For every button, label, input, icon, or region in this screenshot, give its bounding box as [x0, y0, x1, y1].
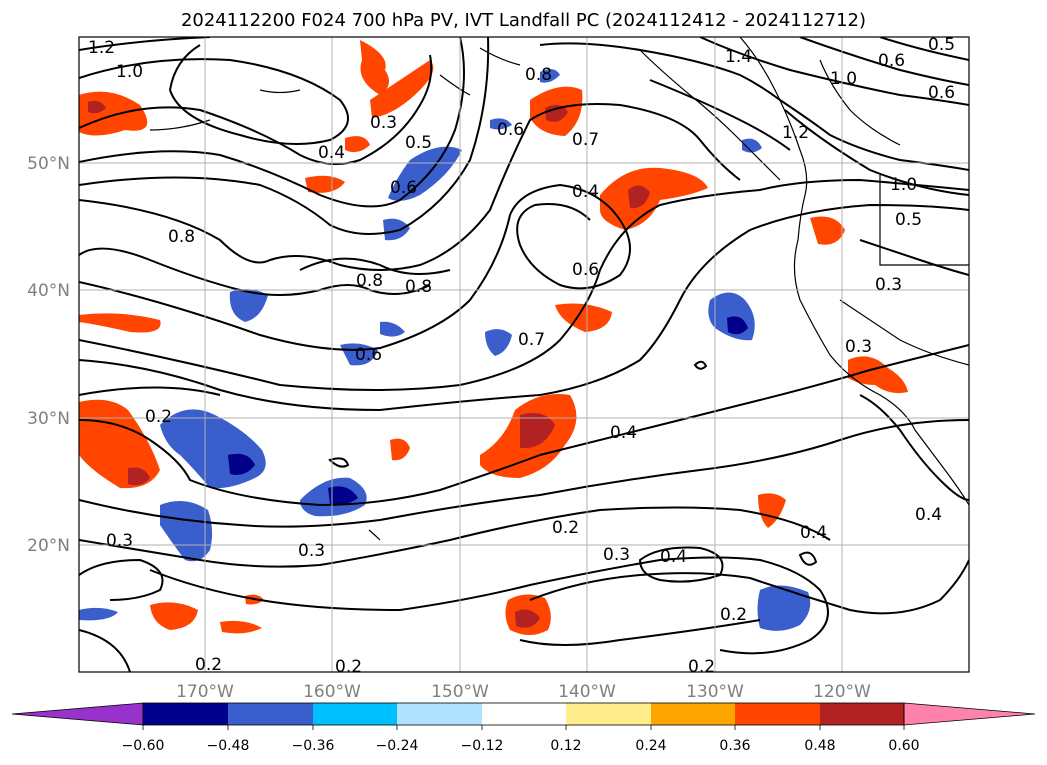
- colorbar-tick: 0.36: [719, 738, 750, 754]
- colorbar-tick: 0.60: [888, 738, 919, 754]
- longitude-labels: 170°W 160°W 150°W 140°W 130°W 120°W: [176, 682, 871, 702]
- contour-label: 0.3: [875, 275, 902, 295]
- contour-label: 0.3: [370, 113, 397, 133]
- contour-label: 1.2: [782, 123, 809, 143]
- map-area: [79, 37, 969, 672]
- contour-label: 0.5: [895, 210, 922, 230]
- contour-label: 0.2: [720, 605, 747, 625]
- map-border: [78, 36, 970, 673]
- contour-label: 1.0: [890, 175, 917, 195]
- contour-label: 1.4: [725, 47, 752, 67]
- contour-label: 0.7: [518, 330, 545, 350]
- contour-label: 0.3: [603, 545, 630, 565]
- colorbar-tick: −0.12: [461, 738, 504, 754]
- graticule: [79, 37, 969, 672]
- contour-label: 0.2: [195, 655, 222, 675]
- negative-anomaly-shading: [79, 69, 811, 631]
- contour-label: 0.5: [405, 133, 432, 153]
- contour-label: 0.8: [168, 227, 195, 247]
- contour-label: 0.7: [572, 130, 599, 150]
- contour-label: 0.4: [572, 182, 599, 202]
- latitude-labels: 50°N 40°N 30°N 20°N: [27, 154, 70, 556]
- contour-label: 0.4: [318, 143, 345, 163]
- contour-label: 0.2: [552, 518, 579, 538]
- positive-anomaly-shading: [79, 40, 908, 635]
- colorbar-segment: [397, 703, 482, 725]
- contour-label: 0.3: [106, 531, 133, 551]
- colorbar-tick: −0.24: [376, 738, 419, 754]
- colorbar-frame: [142, 702, 905, 726]
- contour-label: 0.8: [405, 277, 432, 297]
- contour-labels: 1.2 1.0 0.3 0.4 0.5 0.6 0.8 0.6 0.7 0.4 …: [88, 35, 955, 677]
- lon-label: 170°W: [176, 682, 234, 702]
- colorbar-extend-high: [903, 702, 1036, 726]
- colorbar-tick: 0.12: [550, 738, 581, 754]
- colorbar-segment: [735, 703, 820, 725]
- colorbar-segment: [651, 703, 735, 725]
- contour-label: 0.2: [145, 407, 172, 427]
- contour-label: 0.6: [572, 260, 599, 280]
- contour-label: 0.3: [845, 337, 872, 357]
- contour-label: 0.5: [928, 35, 955, 55]
- colorbar-segment: [482, 703, 566, 725]
- contour-label: 0.4: [660, 547, 687, 567]
- lon-label: 130°W: [686, 682, 744, 702]
- contour-label: 1.0: [830, 69, 857, 89]
- colorbar-segment: [820, 703, 904, 725]
- colorbar-segment: [228, 703, 313, 725]
- colorbar-tick: 0.24: [635, 738, 666, 754]
- contour-label: 0.6: [928, 83, 955, 103]
- lat-label: 50°N: [27, 154, 70, 174]
- colorbar-tick: −0.36: [292, 738, 335, 754]
- lat-label: 40°N: [27, 281, 70, 301]
- contour-label: 0.4: [610, 423, 637, 443]
- lat-label: 30°N: [27, 409, 70, 429]
- contour-label: 0.8: [525, 65, 552, 85]
- lon-label: 140°W: [558, 682, 616, 702]
- contour-label: 0.4: [800, 523, 827, 543]
- contour-label: 0.3: [298, 541, 325, 561]
- contour-label: 0.4: [915, 505, 942, 525]
- lat-label: 20°N: [27, 536, 70, 556]
- colorbar-segment: [143, 703, 228, 725]
- contour-label: 0.6: [355, 345, 382, 365]
- contour-label: 0.2: [688, 657, 715, 677]
- lon-label: 150°W: [431, 682, 489, 702]
- contour-label: 0.6: [390, 178, 417, 198]
- lon-label: 160°W: [303, 682, 361, 702]
- colorbar-tick: 0.48: [804, 738, 835, 754]
- map-title: 2024112200 F024 700 hPa PV, IVT Landfall…: [180, 10, 867, 31]
- colorbar: −0.60 −0.48 −0.36 −0.24 −0.12 0.12 0.24 …: [11, 702, 1036, 754]
- contour-label: 0.6: [497, 120, 524, 140]
- contour-label: 1.2: [88, 38, 115, 58]
- colorbar-segment: [566, 703, 651, 725]
- contour-label: 0.8: [356, 271, 383, 291]
- colorbar-tick: −0.60: [122, 738, 165, 754]
- colorbar-tick: −0.48: [207, 738, 250, 754]
- contour-label: 0.2: [335, 657, 362, 677]
- colorbar-segment: [313, 703, 397, 725]
- coastlines: [149, 37, 969, 541]
- contour-label: 0.6: [878, 51, 905, 71]
- lon-label: 120°W: [813, 682, 871, 702]
- contour-label: 1.0: [116, 62, 143, 82]
- colorbar-extend-low: [11, 702, 144, 726]
